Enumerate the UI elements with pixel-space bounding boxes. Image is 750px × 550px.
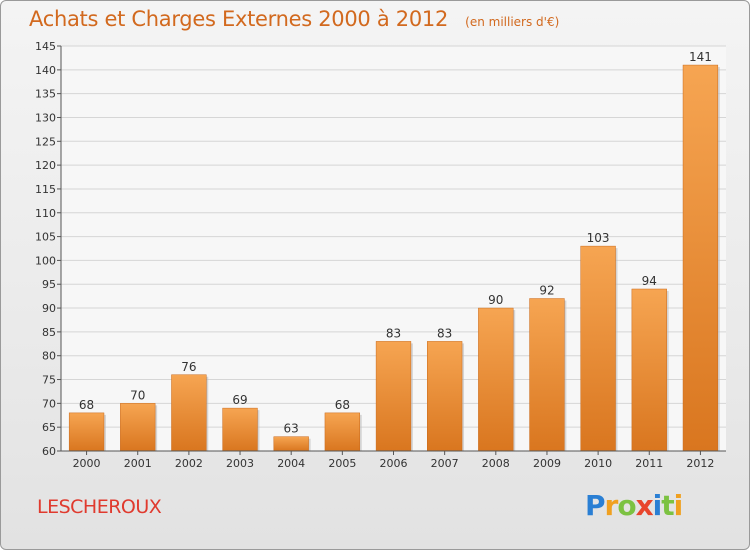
y-tick-label: 140	[35, 64, 56, 77]
bars: 68 70 76 69 63 68 83 83 90 92 103 94 141	[68, 50, 720, 452]
bar	[273, 436, 309, 452]
bar-value-label: 103	[587, 231, 610, 245]
y-axis: 60 65 70 75 80 85 90 95 100 105 110 115 120 125 130 135…	[35, 40, 62, 458]
bar	[631, 288, 667, 452]
x-tick-label: 2003	[226, 457, 254, 470]
y-tick-label: 145	[35, 40, 56, 53]
bar-value-label: 68	[335, 398, 350, 412]
logo-letter: i	[673, 489, 684, 522]
x-tick-label: 2006	[380, 457, 408, 470]
y-tick-label: 115	[35, 183, 56, 196]
logo-letter: t	[661, 489, 674, 522]
bar	[120, 403, 156, 452]
x-tick-label: 2005	[328, 457, 356, 470]
y-tick-label: 135	[35, 88, 56, 101]
bar	[682, 64, 719, 452]
x-tick-label: 2010	[584, 457, 612, 470]
bar-value-label: 70	[130, 388, 145, 402]
y-tick-label: 120	[35, 159, 56, 172]
x-axis: 2000 2001 2002 2003 2004 2005 2006 2007 2008 2009…	[61, 450, 726, 470]
bar-value-label: 90	[488, 293, 503, 307]
bar	[478, 307, 514, 452]
bar	[375, 341, 412, 452]
x-tick-label: 2004	[277, 457, 305, 470]
chart-unit: (en milliers d'€)	[465, 15, 560, 29]
logo-letter: o	[617, 489, 636, 522]
y-tick-label: 95	[42, 278, 56, 291]
x-tick-label: 2012	[686, 457, 714, 470]
y-tick-label: 75	[42, 374, 56, 387]
bar-value-label: 69	[232, 393, 247, 407]
logo-letter: P	[585, 489, 606, 522]
y-tick-label: 70	[42, 397, 56, 410]
x-tick-label: 2002	[175, 457, 203, 470]
bar-value-label: 94	[642, 274, 657, 288]
chart-title: Achats et Charges Externes 2000 à 2012	[29, 7, 449, 31]
bar-value-label: 83	[386, 326, 401, 340]
y-tick-label: 110	[35, 207, 56, 220]
x-tick-label: 2000	[73, 457, 101, 470]
bar-value-label: 68	[79, 398, 94, 412]
proxiti-logo: Proxiti	[585, 489, 684, 522]
y-tick-label: 100	[35, 254, 56, 267]
bar-value-label: 76	[181, 360, 196, 374]
bar	[68, 412, 105, 452]
bar	[324, 412, 360, 452]
y-tick-label: 65	[42, 421, 56, 434]
title-row: Achats et Charges Externes 2000 à 2012 (…	[29, 7, 559, 31]
logo-letter: i	[652, 489, 663, 522]
x-tick-label: 2011	[635, 457, 663, 470]
y-tick-label: 130	[35, 111, 56, 124]
bar-value-label: 141	[689, 50, 712, 64]
x-tick-label: 2008	[482, 457, 510, 470]
bar-value-label: 92	[539, 284, 554, 298]
x-tick-label: 2009	[533, 457, 561, 470]
y-tick-label: 125	[35, 135, 56, 148]
bar	[427, 341, 463, 452]
logo-letter: x	[635, 489, 654, 522]
x-tick-label: 2007	[431, 457, 459, 470]
bar	[529, 298, 565, 452]
bar-value-label: 63	[284, 422, 299, 436]
y-tick-label: 90	[42, 302, 56, 315]
bar	[171, 374, 207, 452]
place-name: LESCHEROUX	[37, 496, 162, 518]
bar	[222, 407, 258, 452]
bar-value-label: 83	[437, 326, 452, 340]
y-tick-label: 60	[42, 445, 56, 458]
y-tick-label: 80	[42, 350, 56, 363]
x-tick-label: 2001	[124, 457, 152, 470]
logo-letter: r	[604, 489, 619, 522]
y-tick-label: 85	[42, 326, 56, 339]
bar	[580, 245, 616, 452]
y-tick-label: 105	[35, 231, 56, 244]
